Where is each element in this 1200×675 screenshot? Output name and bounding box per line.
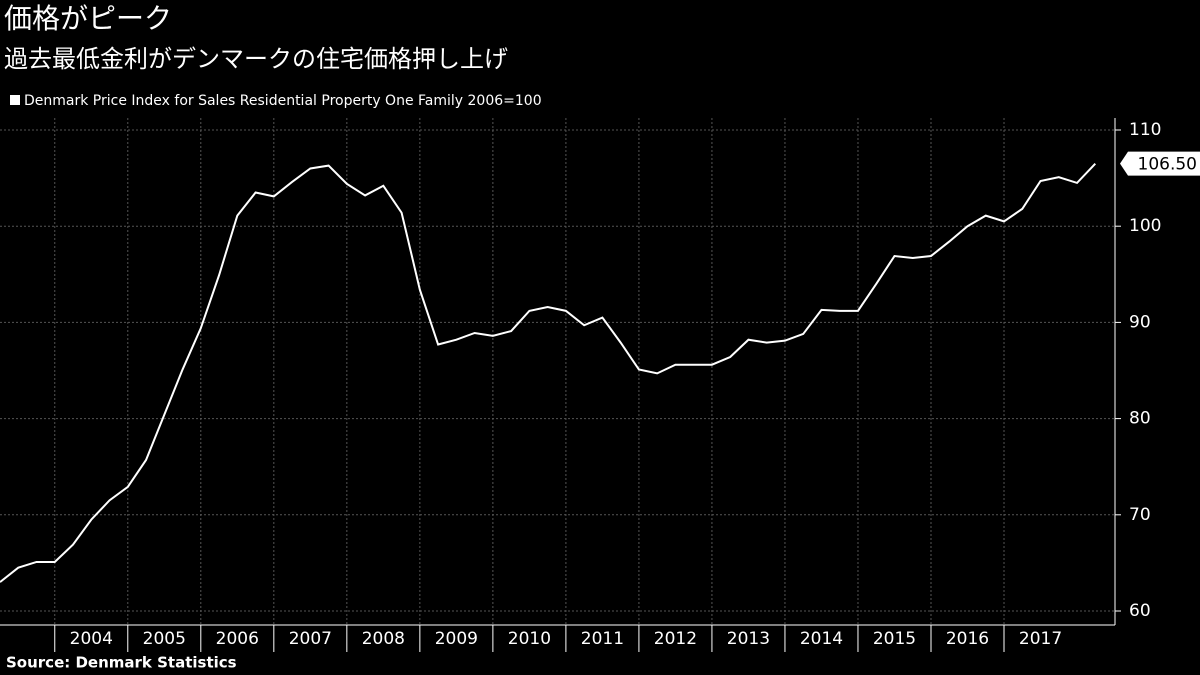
- y-tick-label: 60: [1129, 601, 1151, 621]
- legend-swatch: [10, 95, 20, 105]
- x-tick-label: 2009: [435, 629, 478, 649]
- x-tick-label: 2006: [216, 629, 259, 649]
- x-tick-label: 2012: [654, 629, 697, 649]
- y-tick-label: 70: [1129, 505, 1151, 525]
- x-tick-label: 2017: [1019, 629, 1062, 649]
- x-tick-label: 2010: [508, 629, 551, 649]
- y-tick-label: 100: [1129, 216, 1161, 236]
- x-tick-label: 2004: [70, 629, 113, 649]
- chart-title: 価格がピーク: [4, 2, 172, 35]
- x-tick-label: 2015: [873, 629, 916, 649]
- x-tick-label: 2008: [362, 629, 405, 649]
- x-tick-label: 2005: [143, 629, 186, 649]
- value-label: 106.50: [1138, 155, 1197, 175]
- y-tick-label: 110: [1129, 120, 1161, 140]
- source: Source: Denmark Statistics: [6, 654, 237, 672]
- value-label-box: [1120, 151, 1200, 176]
- x-tick-label: 2011: [581, 629, 624, 649]
- x-tick-label: 2007: [289, 629, 332, 649]
- legend-label: Denmark Price Index for Sales Residentia…: [24, 93, 542, 109]
- y-tick-label: 90: [1129, 312, 1151, 332]
- line: [0, 162, 1097, 583]
- x-tick-label: 2016: [946, 629, 989, 649]
- x-tick-label: 2014: [800, 629, 843, 649]
- chart-subtitle: 過去最低金利がデンマークの住宅価格押し上げ: [4, 45, 508, 73]
- x-tick-label: 2013: [727, 629, 770, 649]
- y-tick-label: 80: [1129, 409, 1151, 429]
